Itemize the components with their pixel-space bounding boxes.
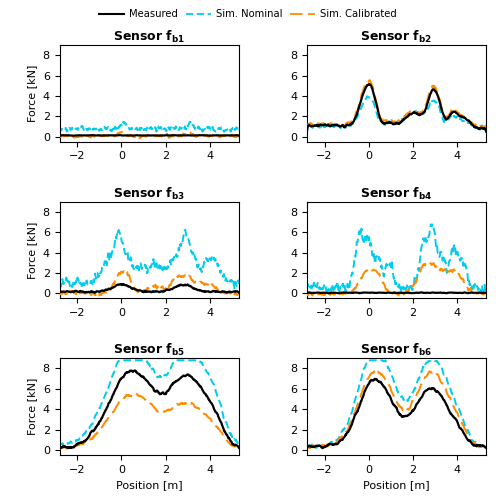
Title: Sensor $\mathbf{f}_{\mathbf{b5}}$: Sensor $\mathbf{f}_{\mathbf{b5}}$ <box>113 342 185 358</box>
X-axis label: Position [m]: Position [m] <box>363 480 430 490</box>
Title: Sensor $\mathbf{f}_{\mathbf{b3}}$: Sensor $\mathbf{f}_{\mathbf{b3}}$ <box>113 186 185 202</box>
Y-axis label: Force [kN]: Force [kN] <box>27 222 37 278</box>
Y-axis label: Force [kN]: Force [kN] <box>27 64 37 122</box>
Title: Sensor $\mathbf{f}_{\mathbf{b2}}$: Sensor $\mathbf{f}_{\mathbf{b2}}$ <box>361 29 433 45</box>
Title: Sensor $\mathbf{f}_{\mathbf{b4}}$: Sensor $\mathbf{f}_{\mathbf{b4}}$ <box>360 186 433 202</box>
Title: Sensor $\mathbf{f}_{\mathbf{b1}}$: Sensor $\mathbf{f}_{\mathbf{b1}}$ <box>113 29 186 45</box>
Legend: Measured, Sim. Nominal, Sim. Calibrated: Measured, Sim. Nominal, Sim. Calibrated <box>95 5 401 23</box>
Y-axis label: Force [kN]: Force [kN] <box>27 378 37 436</box>
Title: Sensor $\mathbf{f}_{\mathbf{b6}}$: Sensor $\mathbf{f}_{\mathbf{b6}}$ <box>360 342 433 358</box>
X-axis label: Position [m]: Position [m] <box>116 480 183 490</box>
